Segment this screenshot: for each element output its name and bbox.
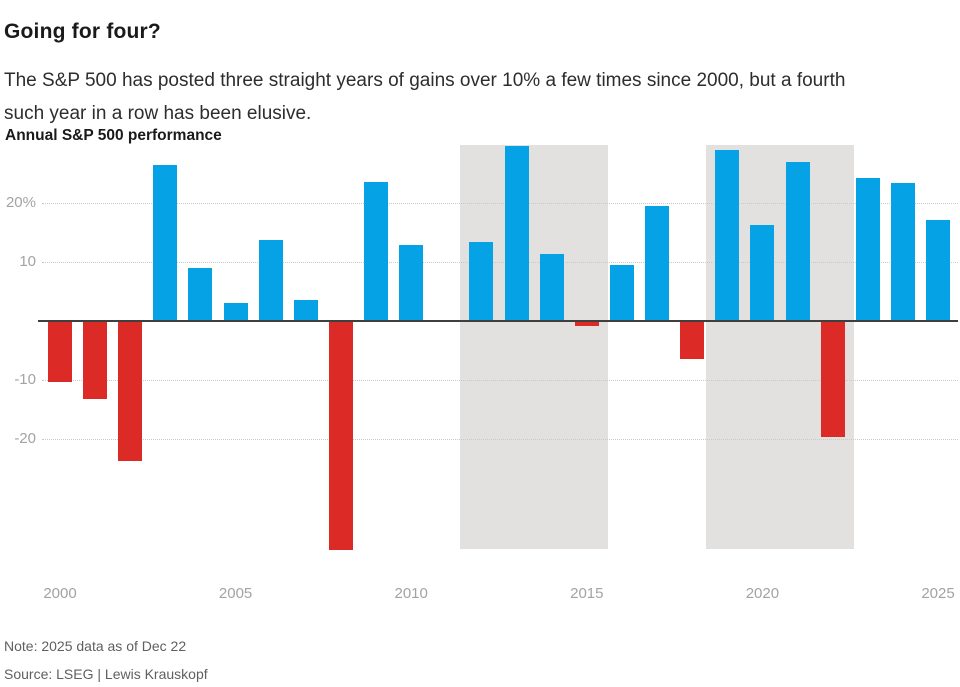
bar-2007 <box>293 300 318 321</box>
bar-2009 <box>364 181 389 321</box>
bar-2021 <box>785 161 810 321</box>
gridline--10 <box>42 380 958 382</box>
zero-axis-line <box>38 320 958 322</box>
bar-2013 <box>504 145 529 321</box>
bar-2006 <box>258 240 283 321</box>
bar-2020 <box>750 224 775 321</box>
x-tick-2010: 2010 <box>394 585 428 602</box>
y-tick--10: -10 <box>14 371 36 389</box>
bar-2017 <box>645 206 670 321</box>
y-tick-20: 20% <box>5 193 36 211</box>
bar-2005 <box>223 303 248 321</box>
bar-2004 <box>188 267 213 321</box>
x-tick-2000: 2000 <box>43 585 77 602</box>
bar-2002 <box>118 322 143 461</box>
x-tick-2015: 2015 <box>570 585 604 602</box>
bar-2024 <box>890 183 915 321</box>
gridline-10 <box>42 261 958 263</box>
x-tick-2025: 2025 <box>921 585 955 602</box>
bar-2014 <box>539 253 564 321</box>
bar-2016 <box>609 264 634 321</box>
bar-2019 <box>715 149 740 321</box>
x-tick-2020: 2020 <box>745 585 780 602</box>
chart-subtitle: The S&P 500 has posted three straight ye… <box>4 70 846 125</box>
bar-2003 <box>153 164 178 321</box>
chart-note: Note: 2025 data as of Dec 22 <box>4 638 187 654</box>
bar-2025 <box>926 220 950 321</box>
bar-2022 <box>820 322 845 437</box>
chart-source: Source: LSEG | Lewis Krauskopf <box>4 666 208 682</box>
bar-2015 <box>574 322 599 327</box>
y-tick--20: -20 <box>14 430 36 448</box>
page-title: Going for four? <box>4 20 161 44</box>
bar-2023 <box>855 177 880 321</box>
bar-2012 <box>469 241 494 321</box>
highlight-band-2012-2015 <box>459 145 609 549</box>
bar-2008 <box>328 322 353 550</box>
bar-2000 <box>48 322 72 382</box>
gridline--20 <box>42 439 958 441</box>
bar-2010 <box>399 245 424 321</box>
bar-2001 <box>83 322 108 399</box>
bar-2018 <box>680 322 705 359</box>
bar-chart: 20% 10 -10 -20 2000 2005 2010 2015 2020 2025 <box>0 145 960 610</box>
x-tick-2005: 2005 <box>218 585 253 602</box>
gridline-20 <box>42 202 958 204</box>
y-tick-10: 10 <box>19 252 36 270</box>
chart-series-label: Annual S&P 500 performance <box>5 126 222 144</box>
